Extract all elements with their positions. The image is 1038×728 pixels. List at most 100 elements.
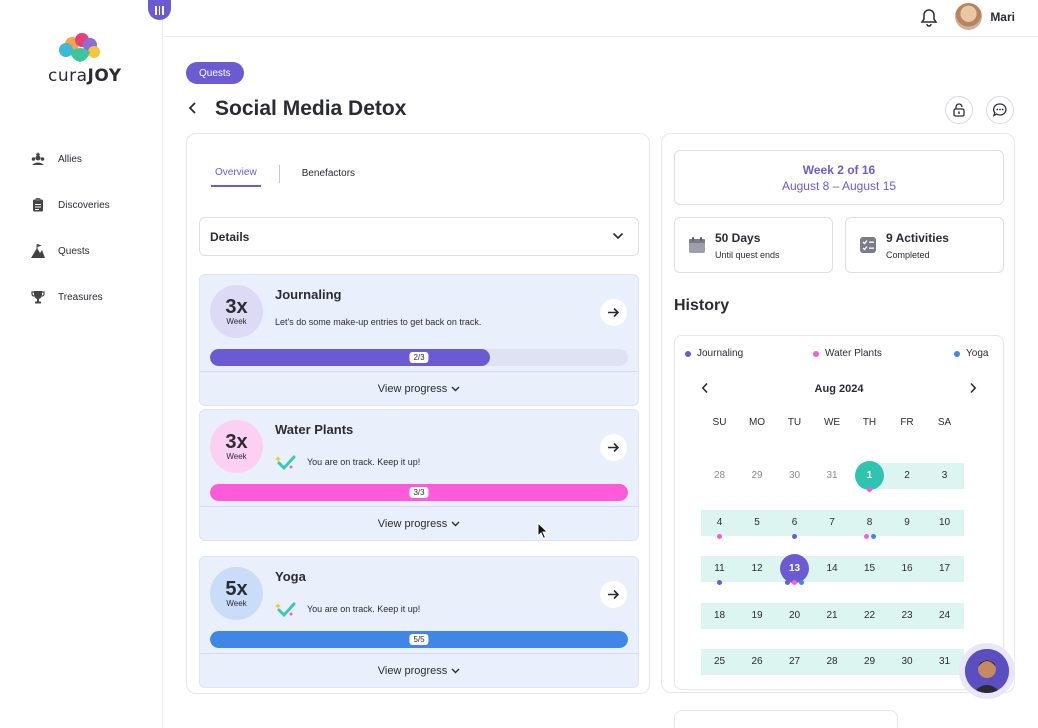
- calendar-day[interactable]: 9: [904, 516, 910, 528]
- avatar[interactable]: [955, 3, 982, 30]
- calendar-day[interactable]: 31: [826, 470, 838, 481]
- mountain-flag-icon: [31, 244, 45, 258]
- chevron-left-icon: [188, 102, 196, 114]
- calendar-day[interactable]: 26: [751, 656, 763, 667]
- week-range: August 8 – August 15: [781, 179, 897, 193]
- week-band: [701, 509, 964, 536]
- sidebar-item-allies[interactable]: Allies: [30, 136, 110, 182]
- calendar-day[interactable]: 14: [826, 563, 838, 574]
- calendar-day[interactable]: 2: [904, 470, 910, 481]
- calendar-day[interactable]: 28: [713, 470, 726, 481]
- calendar-day[interactable]: 12: [751, 563, 763, 574]
- quests-badge[interactable]: Quests: [186, 62, 244, 84]
- view-progress-button[interactable]: View progress: [200, 653, 638, 687]
- calendar-day[interactable]: 8: [851, 510, 888, 539]
- sidebar-item-quests[interactable]: Quests: [30, 228, 110, 274]
- open-activity-button[interactable]: [600, 434, 627, 461]
- week-indicator: Week 2 of 16 August 8 – August 15: [674, 150, 1004, 205]
- activity-dot: [785, 580, 790, 585]
- view-progress-label: View progress: [377, 517, 448, 530]
- progress-label: 2/3: [409, 352, 429, 363]
- legend-yoga: Yoga: [954, 348, 988, 359]
- chevron-down-icon: [451, 386, 460, 391]
- frequency-value: 3x: [225, 431, 248, 453]
- calendar-day[interactable]: 4: [701, 510, 738, 539]
- calendar-day[interactable]: 29: [751, 470, 763, 481]
- calendar-day[interactable]: 24: [938, 609, 951, 621]
- activity-dot: [867, 487, 872, 492]
- calendar-day[interactable]: 23: [901, 609, 913, 621]
- frequency-badge: 3x Week: [210, 420, 263, 473]
- sidebar-item-discoveries[interactable]: Discoveries: [30, 182, 110, 228]
- weekday-header: FR: [900, 417, 914, 428]
- sidebar: curaJOY Allies Discoveries Quests Treasu…: [0, 0, 163, 728]
- frequency-unit: Week: [226, 452, 247, 461]
- open-activity-button[interactable]: [600, 299, 627, 326]
- assistant-chat-button[interactable]: [959, 643, 1015, 699]
- sidebar-collapse-button[interactable]: [148, 0, 171, 20]
- calendar-day[interactable]: 11: [701, 556, 738, 585]
- calendar-day[interactable]: 6: [776, 510, 813, 539]
- calendar-day[interactable]: 29: [863, 656, 876, 667]
- bell-icon[interactable]: [920, 8, 938, 28]
- calendar-day[interactable]: 20: [788, 609, 801, 621]
- calendar-day[interactable]: 10: [938, 516, 951, 528]
- view-progress-button[interactable]: View progress: [200, 506, 638, 540]
- details-accordion[interactable]: Details: [199, 217, 639, 256]
- activity-dots: [851, 487, 888, 493]
- sidebar-item-treasures[interactable]: Treasures: [30, 274, 110, 320]
- previous-month-button[interactable]: [701, 382, 709, 397]
- lock-button[interactable]: [945, 96, 973, 124]
- tab-overview[interactable]: Overview: [211, 164, 261, 187]
- next-month-button[interactable]: [969, 382, 977, 397]
- calendar-day[interactable]: 19: [751, 609, 763, 621]
- progress-bar: 5/5: [210, 631, 628, 648]
- curajoy-wordmark: curaJOY: [48, 66, 122, 86]
- open-activity-button[interactable]: [600, 581, 627, 608]
- activity-dots: [701, 533, 738, 540]
- trophy-icon: [31, 291, 45, 304]
- week-band: [701, 602, 964, 629]
- calendar-day[interactable]: 15: [863, 563, 876, 574]
- calendar-day[interactable]: 3: [941, 470, 948, 481]
- calendar-day[interactable]: 31: [938, 656, 951, 667]
- calendar-day[interactable]: 28: [826, 656, 838, 667]
- progress-bar: 3/3: [210, 484, 628, 501]
- calendar-day[interactable]: 30: [901, 656, 913, 667]
- page-title: Social Media Detox: [215, 97, 407, 120]
- frequency-unit: Week: [226, 599, 247, 608]
- calendar-day[interactable]: 21: [826, 609, 838, 621]
- calendar-day-highlight: 13: [780, 554, 809, 583]
- back-button[interactable]: [188, 101, 198, 119]
- calendar-day[interactable]: 22: [863, 609, 876, 621]
- calendar-day[interactable]: 25: [713, 656, 726, 667]
- calendar-day[interactable]: 7: [829, 516, 835, 528]
- calendar-day[interactable]: 30: [788, 470, 801, 481]
- tab-benefactors[interactable]: Benefactors: [301, 168, 356, 179]
- weekday-header: TH: [862, 417, 877, 428]
- calendar-day[interactable]: 17: [938, 563, 951, 574]
- tab-divider: [278, 164, 280, 183]
- activity-card-journaling: 3x Week Journaling Let's do some make-up…: [199, 274, 639, 406]
- lock-icon: [953, 103, 965, 117]
- frequency-badge: 5x Week: [210, 567, 263, 620]
- calendar-day[interactable]: 27: [788, 656, 801, 667]
- frequency-unit: Week: [226, 317, 247, 326]
- comments-button[interactable]: [986, 96, 1014, 124]
- calendar-day[interactable]: 5: [754, 516, 760, 528]
- calendar-day[interactable]: 18: [713, 609, 726, 621]
- stat-value: 50 Days: [715, 231, 761, 245]
- activity-message: Let's do some make-up entries to get bac…: [275, 317, 482, 327]
- activity-dot: [799, 580, 804, 585]
- activity-title: Yoga: [275, 569, 306, 584]
- calendar-day[interactable]: 1: [851, 461, 888, 492]
- calendar-day[interactable]: 13: [776, 554, 813, 585]
- next-section-card: [674, 710, 898, 728]
- week-band: [701, 556, 964, 582]
- view-progress-button[interactable]: View progress: [200, 371, 638, 405]
- progress-label: 3/3: [409, 487, 429, 498]
- weekday-header: TU: [787, 417, 802, 428]
- view-progress-label: View progress: [377, 382, 448, 395]
- user-name[interactable]: Mari: [990, 10, 1015, 24]
- calendar-day[interactable]: 16: [901, 563, 913, 574]
